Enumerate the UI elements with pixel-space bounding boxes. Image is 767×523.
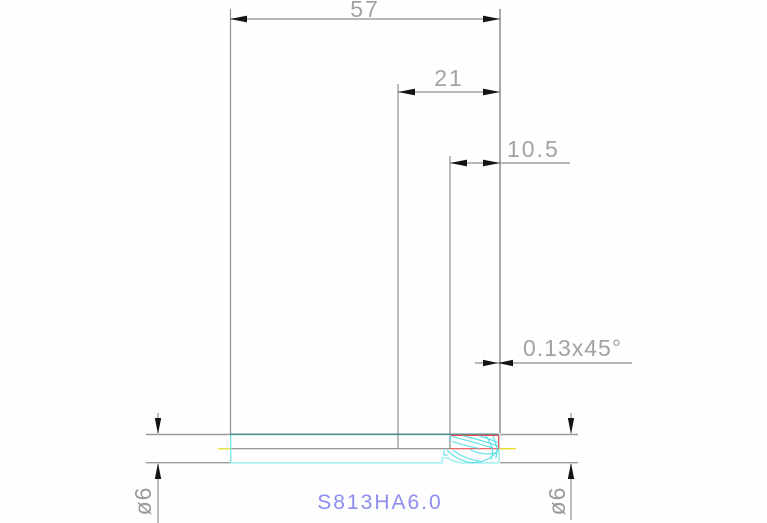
arrowhead-57-right [483,15,500,23]
flute-lower-inner-1 [452,449,480,462]
arrowhead-10-5-left [450,159,467,167]
arrowhead-dia-right-up [567,463,575,479]
dim-group-overall-length [229,9,501,434]
helix-right-2 [492,435,498,459]
dim-text-shank-diameter: ø6 [130,486,156,516]
dim-text-chamfer: 0.13x45° [523,335,623,361]
flute-helix-curves [443,435,499,464]
arrowhead-10-5-right [483,159,500,167]
helix-top-2 [451,440,480,450]
arrowhead-57-left [230,15,247,23]
arrowhead-21-left [398,88,415,96]
dim-text-flute-length: 10.5 [507,136,560,162]
dim-text-overall-length: 57 [350,0,380,22]
dim-group-flute-length [449,156,570,449]
body-bottom-edge-with-runout-step [230,457,499,464]
cutting-length-highlight-red [450,434,500,450]
arrowhead-dia-left-up [154,463,162,479]
dim-text-intermediate-length: 21 [434,65,464,91]
arrowhead-chamfer-left [483,359,498,367]
dim-group-intermediate-length [397,84,500,449]
part-number-label: S813HA6.0 [317,491,443,514]
helix-right-1 [485,435,494,460]
flute-lower-inner-2 [469,449,497,455]
arrowhead-21-right [483,88,500,96]
helix-top-4 [478,435,499,444]
flute-runout-notch [443,450,448,456]
arrowhead-chamfer-right [498,359,513,367]
helix-top-1 [451,435,494,449]
arrowhead-dia-right-down [567,418,575,434]
arrowhead-dia-left-down [154,418,162,434]
dim-text-cutting-diameter: ø6 [544,486,570,516]
